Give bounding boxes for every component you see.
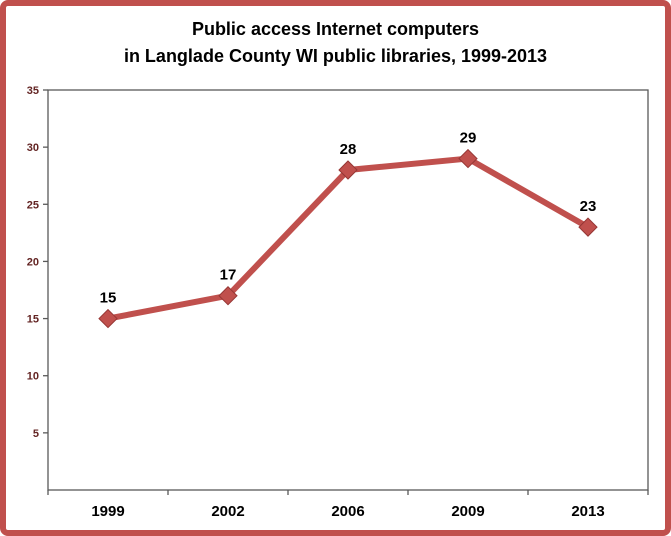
plot-border — [47, 89, 649, 491]
data-point-marker — [578, 217, 598, 237]
y-tick-label: 5 — [33, 428, 39, 440]
y-tick-label: 15 — [27, 314, 39, 326]
y-tick-label: 30 — [27, 142, 39, 154]
data-point-marker — [338, 160, 358, 180]
x-axis-label: 1999 — [91, 503, 124, 520]
chart-title: Public access Internet computers in Lang… — [6, 6, 665, 72]
data-label: 23 — [580, 198, 597, 215]
data-label: 17 — [220, 267, 237, 284]
x-axis-label: 2009 — [451, 503, 484, 520]
chart-title-line1: Public access Internet computers — [191, 19, 480, 39]
y-tick-label: 35 — [27, 85, 39, 97]
y-tick-label: 20 — [27, 256, 39, 268]
y-tick-label: 25 — [27, 199, 39, 211]
data-point-marker — [218, 286, 238, 306]
x-axis-label: 2013 — [571, 503, 604, 520]
data-label: 29 — [460, 130, 477, 147]
x-axis-label: 2006 — [331, 503, 364, 520]
series-line — [105, 155, 591, 322]
line-chart: 5 10 15 20 25 30 35 15 17 28 29 23 1999 2002 2006 2009 2… — [27, 85, 649, 520]
chart-title-line2: in Langlade County WI public libraries, … — [123, 46, 548, 66]
y-tick-label: 10 — [27, 371, 39, 383]
data-point-marker — [458, 148, 478, 169]
data-label: 15 — [100, 290, 117, 307]
x-axis-label: 2002 — [211, 503, 244, 520]
data-point-marker — [98, 308, 118, 329]
data-label: 28 — [340, 141, 357, 158]
